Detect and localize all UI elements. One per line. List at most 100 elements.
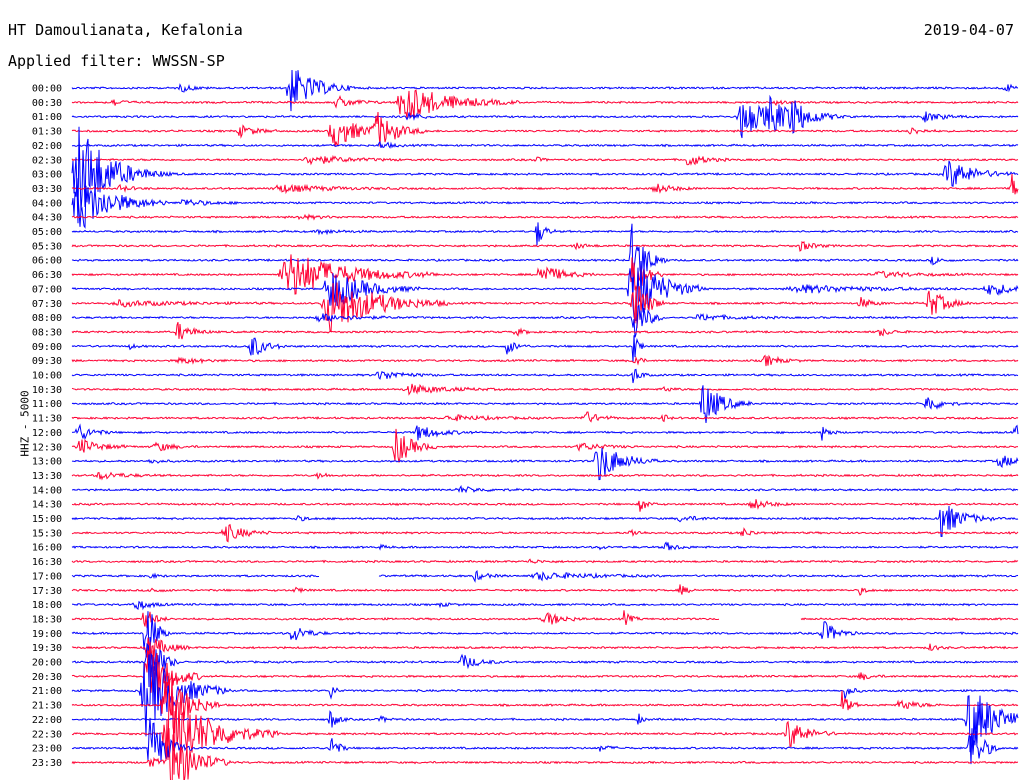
time-label: 01:00 [32, 112, 62, 123]
time-label: 03:30 [32, 184, 62, 195]
trace-line [71, 173, 1019, 195]
trace-line [71, 541, 1019, 551]
time-label: 21:00 [32, 686, 62, 697]
time-label: 08:00 [32, 313, 62, 324]
trace-line [71, 222, 1019, 246]
trace-line [71, 636, 1019, 688]
time-label: 17:00 [32, 571, 62, 582]
time-label: 09:30 [32, 356, 62, 367]
time-label: 16:30 [32, 557, 62, 568]
time-label: 11:00 [32, 399, 62, 410]
trace-line [71, 111, 1018, 147]
time-label: 09:00 [32, 342, 62, 353]
trace-line [71, 69, 1019, 112]
trace-line [71, 89, 1019, 118]
time-label: 00:30 [32, 98, 62, 109]
time-label: 02:30 [32, 155, 62, 166]
trace-line [71, 383, 1019, 396]
trace-line [71, 154, 1019, 166]
trace-line [71, 558, 1019, 564]
trace-line [71, 368, 1019, 384]
trace-line [71, 322, 1019, 340]
trace-line [71, 499, 1019, 512]
time-label: 15:30 [32, 528, 62, 539]
trace-line [71, 693, 1018, 775]
time-label: 23:30 [32, 758, 62, 769]
trace-line [71, 213, 1019, 221]
trace-line [71, 695, 1019, 755]
time-label: 15:00 [32, 514, 62, 525]
trace-line [71, 385, 1019, 423]
time-label: 11:30 [32, 414, 62, 425]
trace-line [72, 485, 1019, 494]
time-label: 17:30 [32, 586, 62, 597]
time-label: 19:00 [32, 629, 62, 640]
time-label: 04:30 [32, 213, 62, 224]
trace-line [71, 282, 1019, 333]
time-label: 13:00 [32, 457, 62, 468]
trace-line [71, 505, 1019, 538]
trace-line [71, 304, 1019, 338]
trace-line [71, 641, 1019, 698]
trace-line [71, 652, 1019, 737]
time-label: 01:30 [32, 127, 62, 138]
trace-line [71, 178, 1019, 229]
trace-line [71, 569, 1019, 583]
time-label: 06:30 [32, 270, 62, 281]
trace-line [71, 584, 1019, 597]
time-label: 07:30 [32, 299, 62, 310]
time-label: 20:30 [32, 672, 62, 683]
time-label: 10:30 [32, 385, 62, 396]
time-label: 18:30 [32, 614, 62, 625]
time-label: 12:00 [32, 428, 62, 439]
station-title: HT Damoulianata, Kefalonia [8, 21, 243, 39]
time-label: 14:00 [32, 485, 62, 496]
time-label: 08:30 [32, 327, 62, 338]
trace-line [71, 140, 1019, 149]
time-label: 16:00 [32, 543, 62, 554]
trace-line [71, 600, 1019, 611]
trace-line [71, 260, 1019, 322]
trace-line [71, 335, 1019, 362]
time-label: 05:00 [32, 227, 62, 238]
time-label: 13:30 [32, 471, 62, 482]
date-label: 2019-04-07 [923, 21, 1014, 39]
time-label: 21:30 [32, 701, 62, 712]
time-label: 18:00 [32, 600, 62, 611]
time-label: 23:00 [32, 744, 62, 755]
trace-line [71, 672, 1019, 734]
trace-line [71, 126, 1019, 224]
time-label: 14:30 [32, 500, 62, 511]
trace-line [71, 471, 1019, 481]
trace-line [71, 423, 1019, 441]
trace-line [71, 523, 1019, 543]
trace-line [71, 428, 1019, 463]
trace-line [71, 254, 1019, 295]
time-label: 10:00 [32, 371, 62, 382]
time-label: 03:00 [32, 170, 62, 181]
trace-line [71, 223, 1019, 294]
trace-line [71, 94, 1019, 139]
trace-line [71, 611, 1019, 661]
trace-line [71, 610, 1019, 629]
time-label: 00:00 [32, 84, 62, 95]
time-label: 22:30 [32, 729, 62, 740]
time-label: 06:00 [32, 256, 62, 267]
trace-line [71, 411, 1019, 423]
time-label: 22:00 [32, 715, 62, 726]
trace-line [71, 717, 1019, 765]
trace-line [71, 354, 1019, 367]
filter-label: Applied filter: WWSSN-SP [8, 52, 225, 70]
time-label: 05:30 [32, 241, 62, 252]
time-label: 19:30 [32, 643, 62, 654]
time-label: 12:30 [32, 442, 62, 453]
trace-line [71, 637, 1019, 660]
time-label: 20:00 [32, 658, 62, 669]
trace-line [71, 241, 1019, 252]
time-label: 04:00 [32, 198, 62, 209]
time-label: 02:00 [32, 141, 62, 152]
trace-line [71, 447, 1019, 481]
time-label: 07:00 [32, 284, 62, 295]
trace-line [71, 728, 1019, 780]
